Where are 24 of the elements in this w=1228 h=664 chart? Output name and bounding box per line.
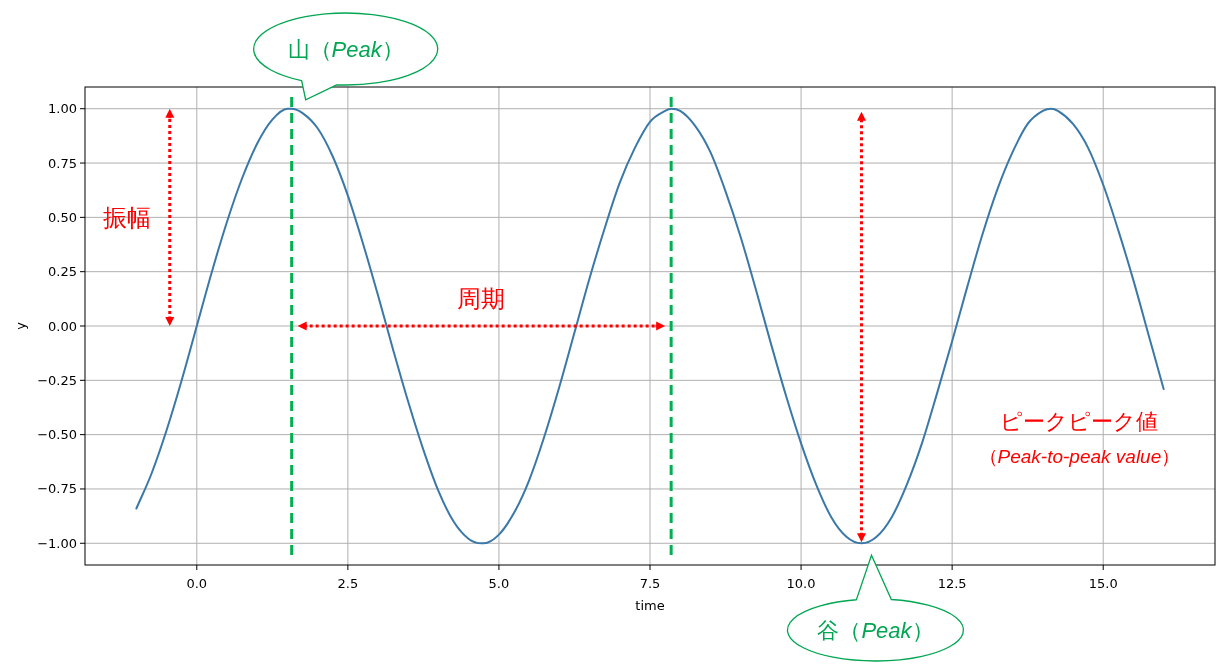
y-tick-label: 0.75 xyxy=(48,155,77,171)
y-tick-label: 1.00 xyxy=(48,101,77,117)
x-tick-label: 15.0 xyxy=(1088,575,1118,591)
annotation: 周期 xyxy=(457,284,506,312)
x-axis-title: time xyxy=(635,597,665,613)
x-tick-label: 10.0 xyxy=(786,575,816,591)
x-tick-label: 7.5 xyxy=(639,575,661,591)
x-tick-label: 2.5 xyxy=(337,575,359,591)
y-tick-label: −0.75 xyxy=(37,481,77,497)
y-tick-label: 0.50 xyxy=(48,209,77,225)
x-tick-label: 12.5 xyxy=(937,575,967,591)
x-tick-label: 0.0 xyxy=(186,575,208,591)
annotation: 山（Peak） xyxy=(287,36,404,62)
y-tick-label: 0.25 xyxy=(48,264,77,280)
y-tick-label: −1.00 xyxy=(37,535,77,551)
y-tick-label: −0.50 xyxy=(37,427,77,443)
y-tick-label: −0.25 xyxy=(37,372,77,388)
annotation: （Peak-to-peak value） xyxy=(978,445,1181,467)
text: 谷（Peak） xyxy=(817,617,934,643)
x-tick-label: 5.0 xyxy=(488,575,510,591)
annotation: ピークピーク値 xyxy=(1000,409,1159,435)
y-axis-title: y xyxy=(12,321,28,330)
annotation: 振幅 xyxy=(102,203,151,231)
y-tick-label: 0.00 xyxy=(48,318,77,334)
